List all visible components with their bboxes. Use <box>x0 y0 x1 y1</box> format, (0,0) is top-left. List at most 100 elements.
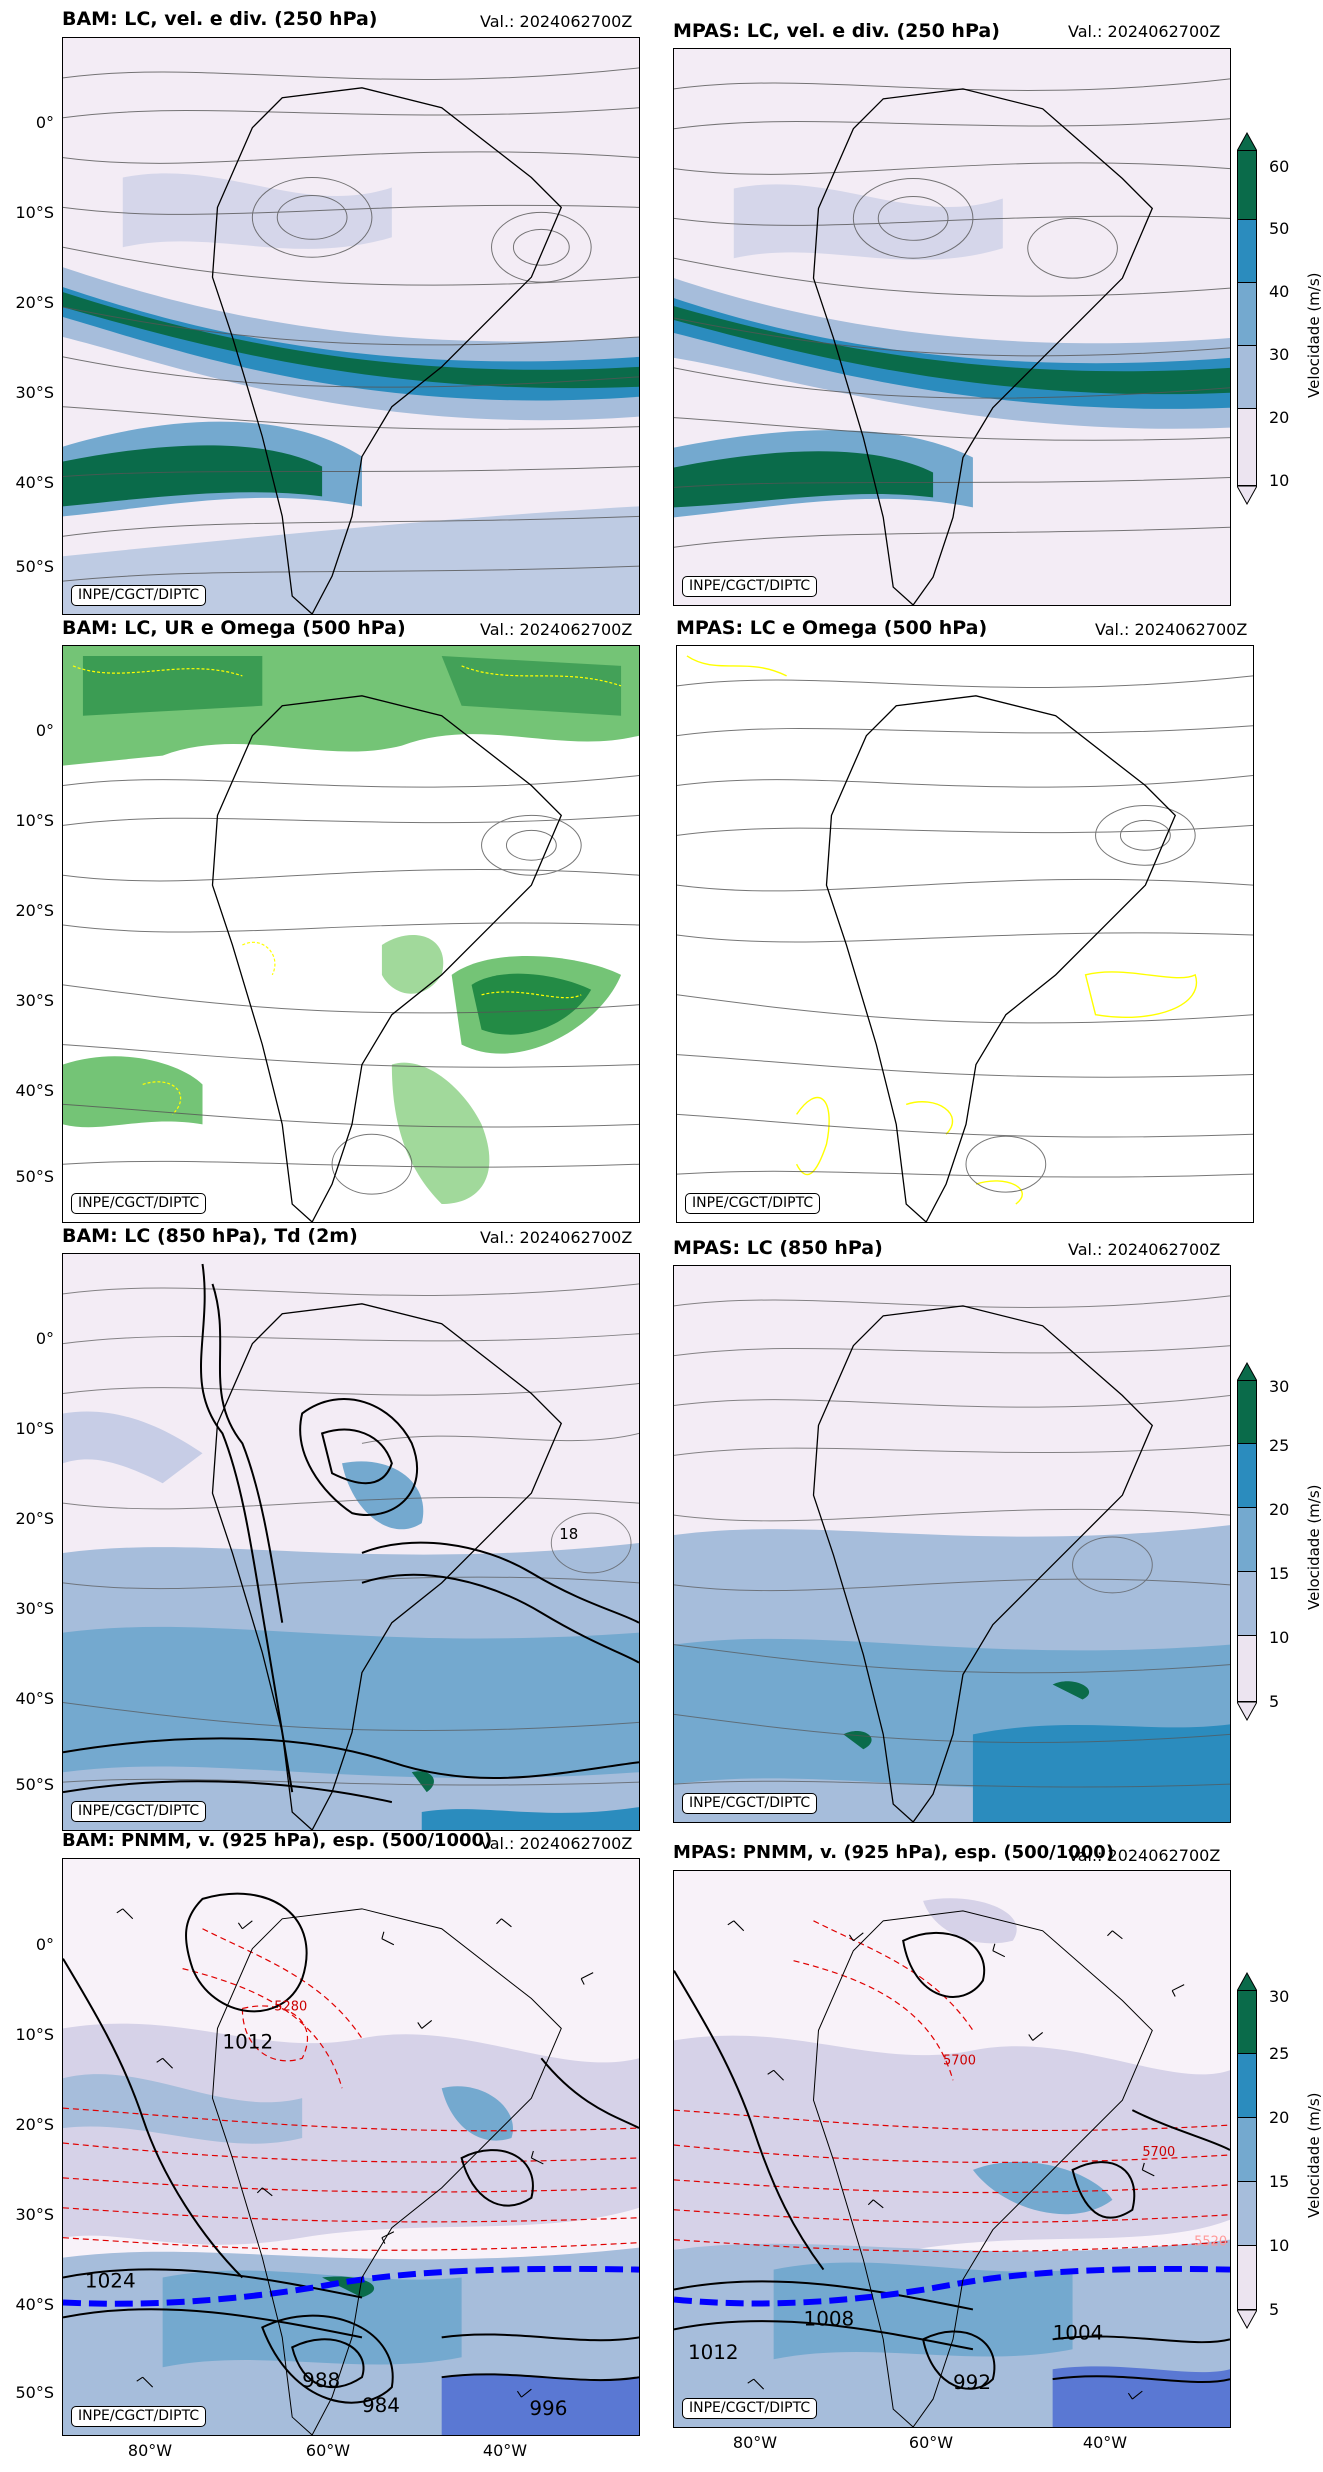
colorbar-tick: 10 <box>1269 1628 1290 1647</box>
contour-label: 1012 <box>222 2030 273 2053</box>
lat-label: 0° <box>35 113 54 132</box>
colorbar-tick: 15 <box>1269 2172 1290 2191</box>
lat-label: 10°S <box>15 2025 54 2044</box>
valid-time: Val.: 2024062700Z <box>1068 22 1221 41</box>
colorbar-tick: 5 <box>1269 1692 1280 1711</box>
colorbar-label: Velocidade (m/s) <box>1305 272 1323 398</box>
credit-label: INPE/CGCT/DIPTC <box>682 576 818 597</box>
lon-label: 40°W <box>1082 2433 1128 2452</box>
lat-label: 30°S <box>15 991 54 1010</box>
lat-label: 40°S <box>15 1081 54 1100</box>
colorbar-tick: 30 <box>1269 345 1290 364</box>
lat-label: 40°S <box>15 473 54 492</box>
credit-label: INPE/CGCT/DIPTC <box>682 2398 818 2419</box>
colorbar-tick: 50 <box>1269 219 1290 238</box>
contour-label: 1012 <box>688 2341 739 2364</box>
lat-label: 0° <box>35 1329 54 1348</box>
lat-label: 20°S <box>15 2115 54 2134</box>
contour-label: 5700 <box>943 2053 976 2068</box>
panel-title: MPAS: LC, vel. e div. (250 hPa) <box>673 20 1000 42</box>
lat-label: 20°S <box>15 293 54 312</box>
panel-title: BAM: LC (850 hPa), Td (2m) <box>62 1225 358 1247</box>
colorbar-tick: 5 <box>1269 2300 1280 2319</box>
contour-label: 1004 <box>1053 2321 1104 2344</box>
colorbar-label: Velocidade (m/s) <box>1305 1484 1323 1610</box>
lat-label: 40°S <box>15 1689 54 1708</box>
map-mpas-250: INPE/CGCT/DIPTC <box>673 48 1231 606</box>
contour-label: 1024 <box>85 2270 136 2293</box>
lon-label: 80°W <box>732 2433 778 2452</box>
lat-label: 30°S <box>15 383 54 402</box>
valid-time: Val.: 2024062700Z <box>480 1228 633 1247</box>
contour-label: 5520 <box>1194 2235 1227 2250</box>
valid-time: Val.: 2024062700Z <box>1068 1240 1221 1259</box>
colorbar-label: Velocidade (m/s) <box>1305 2092 1323 2218</box>
lat-label: 50°S <box>15 1167 54 1186</box>
map-bam-500: INPE/CGCT/DIPTC <box>62 645 640 1223</box>
map-bam-850: 18 INPE/CGCT/DIPTC <box>62 1253 640 1831</box>
colorbar-tick: 10 <box>1269 471 1290 490</box>
colorbar-250: 60 50 40 30 20 10 Velocidade (m/s) <box>1237 132 1323 505</box>
panel-title: MPAS: LC e Omega (500 hPa) <box>676 617 988 639</box>
contour-label: 5280 <box>274 1999 307 2014</box>
colorbar-925: 30 25 20 15 10 5 Velocidade (m/s) <box>1237 1972 1323 2329</box>
contour-label: 996 <box>529 2397 567 2420</box>
credit-label: INPE/CGCT/DIPTC <box>71 2406 207 2427</box>
map-mpas-pnmm: 5700 5700 1008 1004 1012 992 5520 INPE/C… <box>673 1870 1231 2428</box>
lat-label: 0° <box>35 1935 54 1954</box>
colorbar-tick: 20 <box>1269 2108 1290 2127</box>
credit-label: INPE/CGCT/DIPTC <box>71 1193 207 1214</box>
colorbar-tick: 25 <box>1269 1436 1290 1455</box>
contour-label: 984 <box>362 2394 400 2417</box>
lat-label: 10°S <box>15 1419 54 1438</box>
colorbar-tick: 20 <box>1269 1500 1290 1519</box>
panel-title: BAM: LC, UR e Omega (500 hPa) <box>62 617 406 639</box>
credit-label: INPE/CGCT/DIPTC <box>682 1793 818 1814</box>
contour-label: 5700 <box>1142 2145 1175 2160</box>
valid-time: Val.: 2024062700Z <box>480 12 633 31</box>
map-mpas-500: INPE/CGCT/DIPTC <box>676 645 1254 1223</box>
colorbar-tick: 25 <box>1269 2044 1290 2063</box>
panel-title: BAM: LC, vel. e div. (250 hPa) <box>62 8 378 30</box>
colorbar-tick: 15 <box>1269 1564 1290 1583</box>
panel-title: MPAS: LC (850 hPa) <box>673 1237 883 1259</box>
lat-label: 50°S <box>15 2383 54 2402</box>
valid-time: Val.: 2024062700Z <box>1068 1846 1221 1865</box>
contour-label: 1008 <box>804 2307 855 2330</box>
colorbar-tick: 30 <box>1269 1377 1290 1396</box>
lat-label: 50°S <box>15 557 54 576</box>
credit-label: INPE/CGCT/DIPTC <box>685 1193 821 1214</box>
lat-label: 20°S <box>15 1509 54 1528</box>
lon-label: 80°W <box>127 2441 173 2460</box>
contour-label: 992 <box>953 2371 991 2394</box>
lat-label: 0° <box>35 721 54 740</box>
lat-label: 20°S <box>15 901 54 920</box>
colorbar-tick: 40 <box>1269 282 1290 301</box>
lon-label: 40°W <box>482 2441 528 2460</box>
map-bam-250: INPE/CGCT/DIPTC <box>62 37 640 615</box>
map-mpas-850: INPE/CGCT/DIPTC <box>673 1265 1231 1823</box>
colorbar-tick: 20 <box>1269 408 1290 427</box>
panel-title: MPAS: PNMM, v. (925 hPa), esp. (500/1000… <box>673 1842 1115 1863</box>
contour-label: 988 <box>302 2369 340 2392</box>
colorbar-850: 30 25 20 15 10 5 Velocidade (m/s) <box>1237 1362 1323 1721</box>
lat-label: 40°S <box>15 2295 54 2314</box>
colorbar-tick: 30 <box>1269 1987 1290 2006</box>
contour-label: 18 <box>559 1525 578 1543</box>
valid-time: Val.: 2024062700Z <box>480 1834 633 1853</box>
lat-label: 30°S <box>15 2205 54 2224</box>
valid-time: Val.: 2024062700Z <box>1095 620 1248 639</box>
lon-label: 60°W <box>305 2441 351 2460</box>
map-bam-pnmm: 5280 1012 1024 988 984 996 INPE/CGCT/DIP… <box>62 1858 640 2436</box>
panel-title: BAM: PNMM, v. (925 hPa), esp. (500/1000) <box>62 1830 493 1851</box>
credit-label: INPE/CGCT/DIPTC <box>71 585 207 606</box>
colorbar-tick: 10 <box>1269 2236 1290 2255</box>
valid-time: Val.: 2024062700Z <box>480 620 633 639</box>
credit-label: INPE/CGCT/DIPTC <box>71 1801 207 1822</box>
lat-label: 10°S <box>15 203 54 222</box>
lon-label: 60°W <box>908 2433 954 2452</box>
colorbar-tick: 60 <box>1269 157 1290 176</box>
lat-label: 10°S <box>15 811 54 830</box>
lat-label: 30°S <box>15 1599 54 1618</box>
lat-label: 50°S <box>15 1775 54 1794</box>
